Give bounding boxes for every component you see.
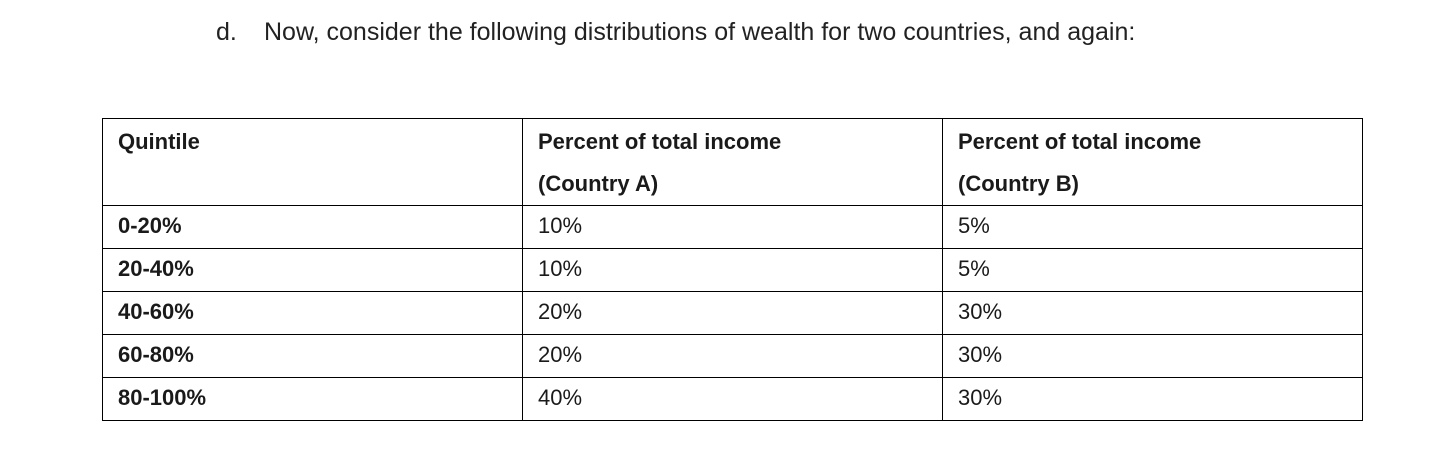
country-b-cell: 5% — [942, 205, 1363, 249]
quintile-cell: 0-20% — [102, 205, 523, 249]
question-text: d. Now, consider the following distributi… — [216, 14, 1135, 50]
quintile-cell: 60-80% — [102, 334, 523, 378]
country-a-cell: 10% — [522, 205, 943, 249]
header-country-b-line1: Percent of total income — [958, 129, 1202, 154]
table-row: 80-100% 40% 30% — [102, 377, 1363, 421]
header-country-b-line2: (Country B) — [958, 171, 1079, 196]
country-a-cell: 20% — [522, 334, 943, 378]
wealth-distribution-table: Quintile Percent of total income (Countr… — [102, 118, 1363, 421]
country-a-cell: 40% — [522, 377, 943, 421]
table-row: 60-80% 20% 30% — [102, 334, 1363, 378]
header-country-a: Percent of total income (Country A) — [522, 118, 943, 206]
table-row: 20-40% 10% 5% — [102, 248, 1363, 292]
header-quintile-label: Quintile — [118, 129, 200, 154]
quintile-cell: 20-40% — [102, 248, 523, 292]
country-b-cell: 30% — [942, 334, 1363, 378]
table-row: 40-60% 20% 30% — [102, 291, 1363, 335]
question-body: Now, consider the following distribution… — [264, 18, 1136, 46]
header-country-a-line1: Percent of total income — [538, 129, 782, 154]
quintile-cell: 40-60% — [102, 291, 523, 335]
country-a-cell: 10% — [522, 248, 943, 292]
table-header-row: Quintile Percent of total income (Countr… — [102, 118, 1363, 206]
question-marker: d. — [216, 18, 237, 46]
country-b-cell: 5% — [942, 248, 1363, 292]
header-country-a-line2: (Country A) — [538, 171, 659, 196]
header-country-b: Percent of total income (Country B) — [942, 118, 1363, 206]
country-a-cell: 20% — [522, 291, 943, 335]
table-row: 0-20% 10% 5% — [102, 205, 1363, 249]
quintile-cell: 80-100% — [102, 377, 523, 421]
country-b-cell: 30% — [942, 377, 1363, 421]
country-b-cell: 30% — [942, 291, 1363, 335]
header-quintile: Quintile — [102, 118, 523, 206]
